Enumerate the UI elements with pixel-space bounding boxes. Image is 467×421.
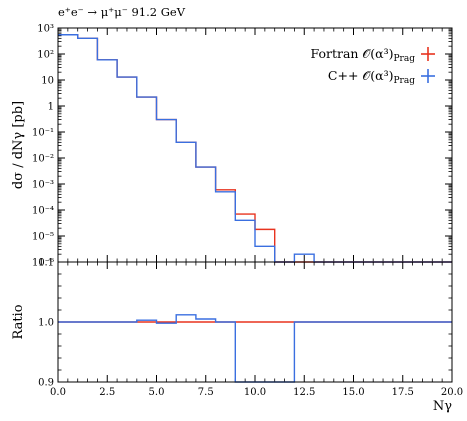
- main-y-tick-label: 10: [41, 76, 54, 87]
- x-tick-label: 10.0: [244, 387, 266, 398]
- x-tick-label: 12.5: [293, 387, 315, 398]
- legend-label-fortran: Fortran 𝒪(α³): [310, 46, 393, 61]
- main-y-tick-label: 10⁻¹: [32, 128, 54, 139]
- legend-entry-cpp: C++ 𝒪(α³)Prag: [328, 68, 435, 86]
- ratio-y-tick-label: 0.9: [38, 378, 54, 389]
- x-tick-label: 20.0: [441, 387, 463, 398]
- main-y-axis-label: dσ / dNγ [pb]: [11, 101, 26, 189]
- ratio-plot-frame: [57, 261, 453, 383]
- legend-entry-fortran: Fortran 𝒪(α³)Prag: [310, 46, 435, 64]
- x-tick-label: 15.0: [342, 387, 364, 398]
- main-y-tick-label: 1: [48, 102, 54, 113]
- ratio-y-tick-label: 1.1: [38, 258, 54, 269]
- legend: Fortran 𝒪(α³)Prag C++ 𝒪(α³)Prag: [310, 46, 435, 86]
- main-y-tick-label: 10²: [37, 50, 54, 61]
- ratio-ticks: 0.9 1.0 1.1 0.0 2.5 5.0 7.5 10.0 12.5 15.0 17.5 20.…: [38, 258, 463, 399]
- x-tick-label: 17.5: [392, 387, 414, 398]
- x-tick-label: 0.0: [50, 387, 66, 398]
- legend-subscript-fortran: Prag: [394, 54, 416, 64]
- main-y-ticks: 10³ 10² 10 1 10⁻¹ 10⁻² 10⁻³ 10⁻⁴ 10⁻⁵ 10⁻⁶: [32, 24, 453, 269]
- ratio-y-axis-label: Ratio: [11, 304, 26, 339]
- main-y-tick-label: 10⁻⁶: [32, 258, 54, 269]
- main-y-tick-label: 10⁻²: [32, 154, 54, 165]
- ratio-panel: 0.9 1.0 1.1 0.0 2.5 5.0 7.5 10.0 12.5 15.0 17.5 20.…: [11, 258, 463, 415]
- x-tick-label: 2.5: [99, 387, 115, 398]
- main-y-tick-label: 10⁻⁴: [32, 206, 54, 217]
- main-y-tick-label: 10⁻⁵: [32, 232, 54, 243]
- chart-title: e⁺e⁻ → μ⁺μ⁻ 91.2 GeV: [58, 5, 186, 19]
- legend-subscript-cpp: Prag: [394, 76, 416, 86]
- ratio-y-tick-label: 1.0: [38, 318, 54, 329]
- legend-label-cpp: C++ 𝒪(α³): [328, 68, 394, 83]
- x-axis-label: Nγ: [433, 399, 452, 414]
- x-tick-label: 5.0: [149, 387, 165, 398]
- legend-marker-cpp: [421, 69, 435, 83]
- ratio-series: [58, 314, 452, 383]
- legend-marker-fortran: [421, 47, 435, 61]
- main-y-tick-label: 10³: [37, 24, 54, 35]
- svg-text:C++ 𝒪(α³)Prag: C++ 𝒪(α³)Prag: [328, 68, 415, 86]
- main-y-tick-label: 10⁻³: [32, 180, 54, 191]
- ratio-series-1: [58, 314, 452, 383]
- svg-text:Fortran 𝒪(α³)Prag: Fortran 𝒪(α³)Prag: [310, 46, 415, 64]
- x-tick-label: 7.5: [198, 387, 214, 398]
